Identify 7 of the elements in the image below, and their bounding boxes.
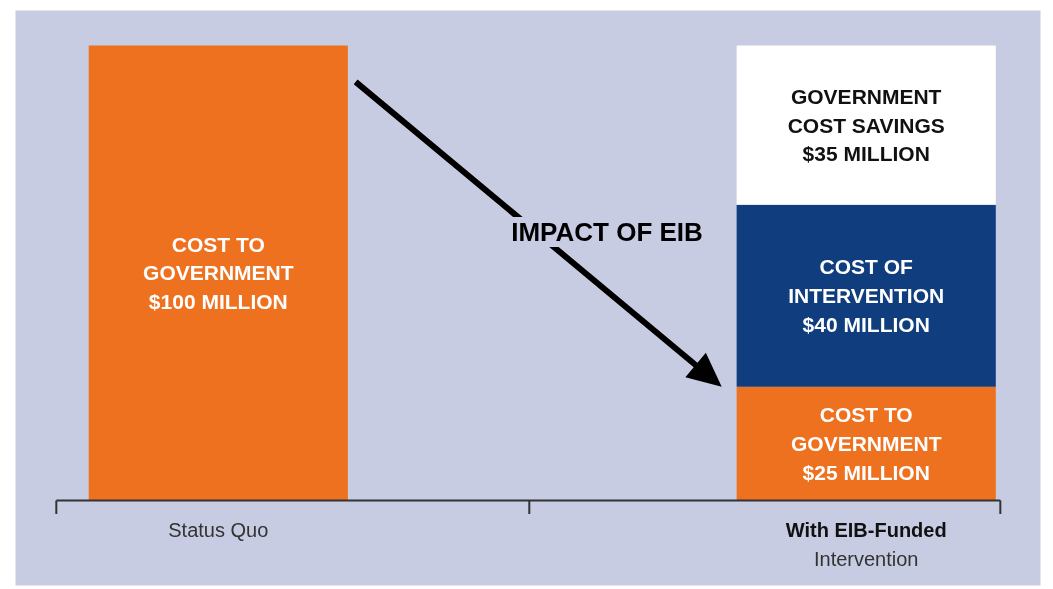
x-tick-label: With EIB-Funded Intervention bbox=[785, 518, 947, 571]
x-tick-label: Status Quo bbox=[168, 518, 269, 541]
data-label: COST TO GOVERNMENT $25 MILLION bbox=[790, 403, 942, 484]
data-label: COST TO GOVERNMENT $100 MILLION bbox=[143, 232, 294, 314]
data-label: GOVERNMENT COST SAVINGS $35 MILLION bbox=[787, 84, 945, 166]
data-label: COST OF INTERVENTION $40 MILLION bbox=[788, 255, 945, 336]
annotation: IMPACT OF EIB bbox=[511, 217, 703, 248]
